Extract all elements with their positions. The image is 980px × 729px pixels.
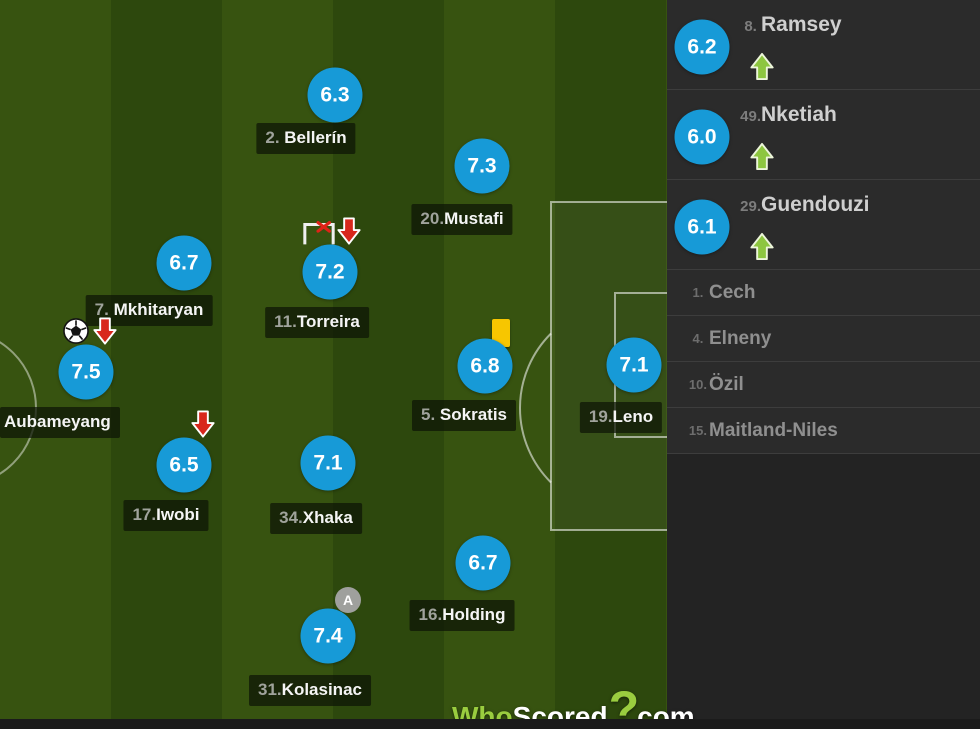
unused-player-name: Maitland-Niles: [709, 419, 838, 441]
player-name-label[interactable]: 11.Torreira: [265, 307, 369, 338]
player-shirt-number: 7.: [94, 300, 114, 319]
player-name: Bellerín: [284, 128, 347, 147]
sub-off-icon: [190, 410, 216, 439]
player-name-label[interactable]: 7. Mkhitaryan: [85, 295, 213, 326]
player-shirt-number: 5.: [421, 405, 440, 424]
player-name-label[interactable]: 2. Bellerín: [256, 123, 356, 154]
player-rating-bubble[interactable]: 7.3: [454, 138, 510, 194]
player-name: Leno: [612, 407, 654, 426]
player-name-label[interactable]: Aubameyang: [0, 407, 120, 438]
sub-shirt-number: 29.: [740, 198, 761, 215]
goal-icon: [63, 318, 90, 345]
player-rating-bubble[interactable]: 6.7: [156, 235, 212, 291]
sub-player-row[interactable]: 6.1 29.Guendouzi: [667, 180, 980, 270]
sub-shirt-number: 8.: [744, 18, 761, 35]
player-name-label[interactable]: 34.Xhaka: [270, 503, 362, 534]
player-shirt-number: 17.: [132, 505, 157, 524]
player-rating-bubble[interactable]: 6.5: [156, 437, 212, 493]
substitutes-panel: 6.2 8. Ramsey 6.0 49.Nketiah 6.1 29.Guendouzi…: [667, 0, 980, 729]
unused-player-name: Cech: [709, 281, 756, 303]
player-shirt-number: 31.: [258, 680, 282, 699]
player-name: Mkhitaryan: [113, 300, 204, 319]
player-rating-bubble[interactable]: 6.3: [307, 67, 363, 123]
player-rating-bubble[interactable]: 7.1: [300, 435, 356, 491]
assist-icon: A: [335, 587, 361, 613]
player-rating-bubble[interactable]: 6.8: [457, 338, 513, 394]
sub-rating-bubble[interactable]: 6.1: [674, 199, 730, 255]
sub-player-name: Ramsey: [761, 13, 842, 36]
player-rating-bubble[interactable]: 7.1: [606, 337, 662, 393]
sub-rating-bubble[interactable]: 6.2: [674, 19, 730, 75]
unused-shirt-number: 15.: [688, 423, 707, 438]
player-name-label[interactable]: 5. Sokratis: [412, 400, 516, 431]
unused-player-row[interactable]: 10. Özil: [667, 362, 980, 408]
player-name: Sokratis: [439, 405, 507, 424]
sub-player-name-line: 29.Guendouzi: [667, 193, 980, 219]
player-shirt-number: 34.: [279, 508, 303, 527]
player-name: Holding: [442, 605, 506, 624]
player-name: Mustafi: [444, 209, 504, 228]
sub-player-name: Guendouzi: [761, 193, 870, 216]
player-rating-bubble[interactable]: 6.7: [455, 535, 511, 591]
player-shirt-number: 20.: [420, 209, 445, 228]
bottom-bar: [0, 719, 980, 729]
player-name-label[interactable]: 19.Leno: [579, 402, 663, 433]
player-name-label[interactable]: 17.Iwobi: [123, 500, 209, 531]
unused-shirt-number: 4.: [692, 331, 707, 346]
player-shirt-number: 11.: [274, 312, 297, 331]
unused-player-name: Özil: [709, 373, 744, 395]
sub-player-row[interactable]: 6.2 8. Ramsey: [667, 0, 980, 90]
player-shirt-number: 19.: [588, 407, 613, 426]
unused-player-row[interactable]: 15. Maitland-Niles: [667, 408, 980, 454]
yellow-card-icon: [492, 319, 510, 347]
player-shirt-number: 2.: [265, 128, 285, 147]
sub-on-icon: [749, 52, 775, 86]
unused-subs-list: 1. Cech 4. Elneny 10. Özil 15. Maitland-Niles: [667, 270, 980, 454]
player-name: Iwobi: [156, 505, 200, 524]
sub-rating-bubble[interactable]: 6.0: [674, 109, 730, 165]
unused-player-name: Elneny: [709, 327, 772, 349]
player-name: Torreira: [296, 312, 360, 331]
player-name-label[interactable]: 31.Kolasinac: [249, 675, 371, 706]
player-name-label[interactable]: 20.Mustafi: [411, 204, 513, 235]
unused-shirt-number: 10.: [688, 377, 707, 392]
sub-shirt-number: 49.: [740, 108, 761, 125]
player-rating-bubble[interactable]: 7.2: [302, 244, 358, 300]
penalty-arc: [518, 332, 552, 484]
unused-player-row[interactable]: 1. Cech: [667, 270, 980, 316]
unused-shirt-number: 1.: [692, 285, 707, 300]
player-rating-bubble[interactable]: 7.4: [300, 608, 356, 664]
sub-player-row[interactable]: 6.0 49.Nketiah: [667, 90, 980, 180]
player-name-label[interactable]: 16.Holding: [409, 600, 515, 631]
sub-on-icon: [749, 142, 775, 176]
sub-off-icon: [336, 217, 362, 246]
subbed-on-list: 6.2 8. Ramsey 6.0 49.Nketiah 6.1 29.Guendouzi: [667, 0, 980, 270]
football-pitch: 6.3 2. Bellerín 7.3 20.Mustafi 6.7 7. Mkhitar…: [0, 0, 695, 729]
sub-off-icon: [92, 317, 118, 346]
player-name: Aubameyang: [4, 412, 111, 431]
sub-player-name: Nketiah: [761, 103, 837, 126]
sub-player-name-line: 8. Ramsey: [667, 13, 980, 39]
sub-on-icon: [749, 232, 775, 266]
player-name: Kolasinac: [281, 680, 362, 699]
unused-player-row[interactable]: 4. Elneny: [667, 316, 980, 362]
missed-penalty-icon: [302, 221, 336, 246]
player-shirt-number: 16.: [418, 605, 443, 624]
player-rating-bubble[interactable]: 7.5: [58, 344, 114, 400]
sub-player-name-line: 49.Nketiah: [667, 103, 980, 129]
player-name: Xhaka: [302, 508, 353, 527]
